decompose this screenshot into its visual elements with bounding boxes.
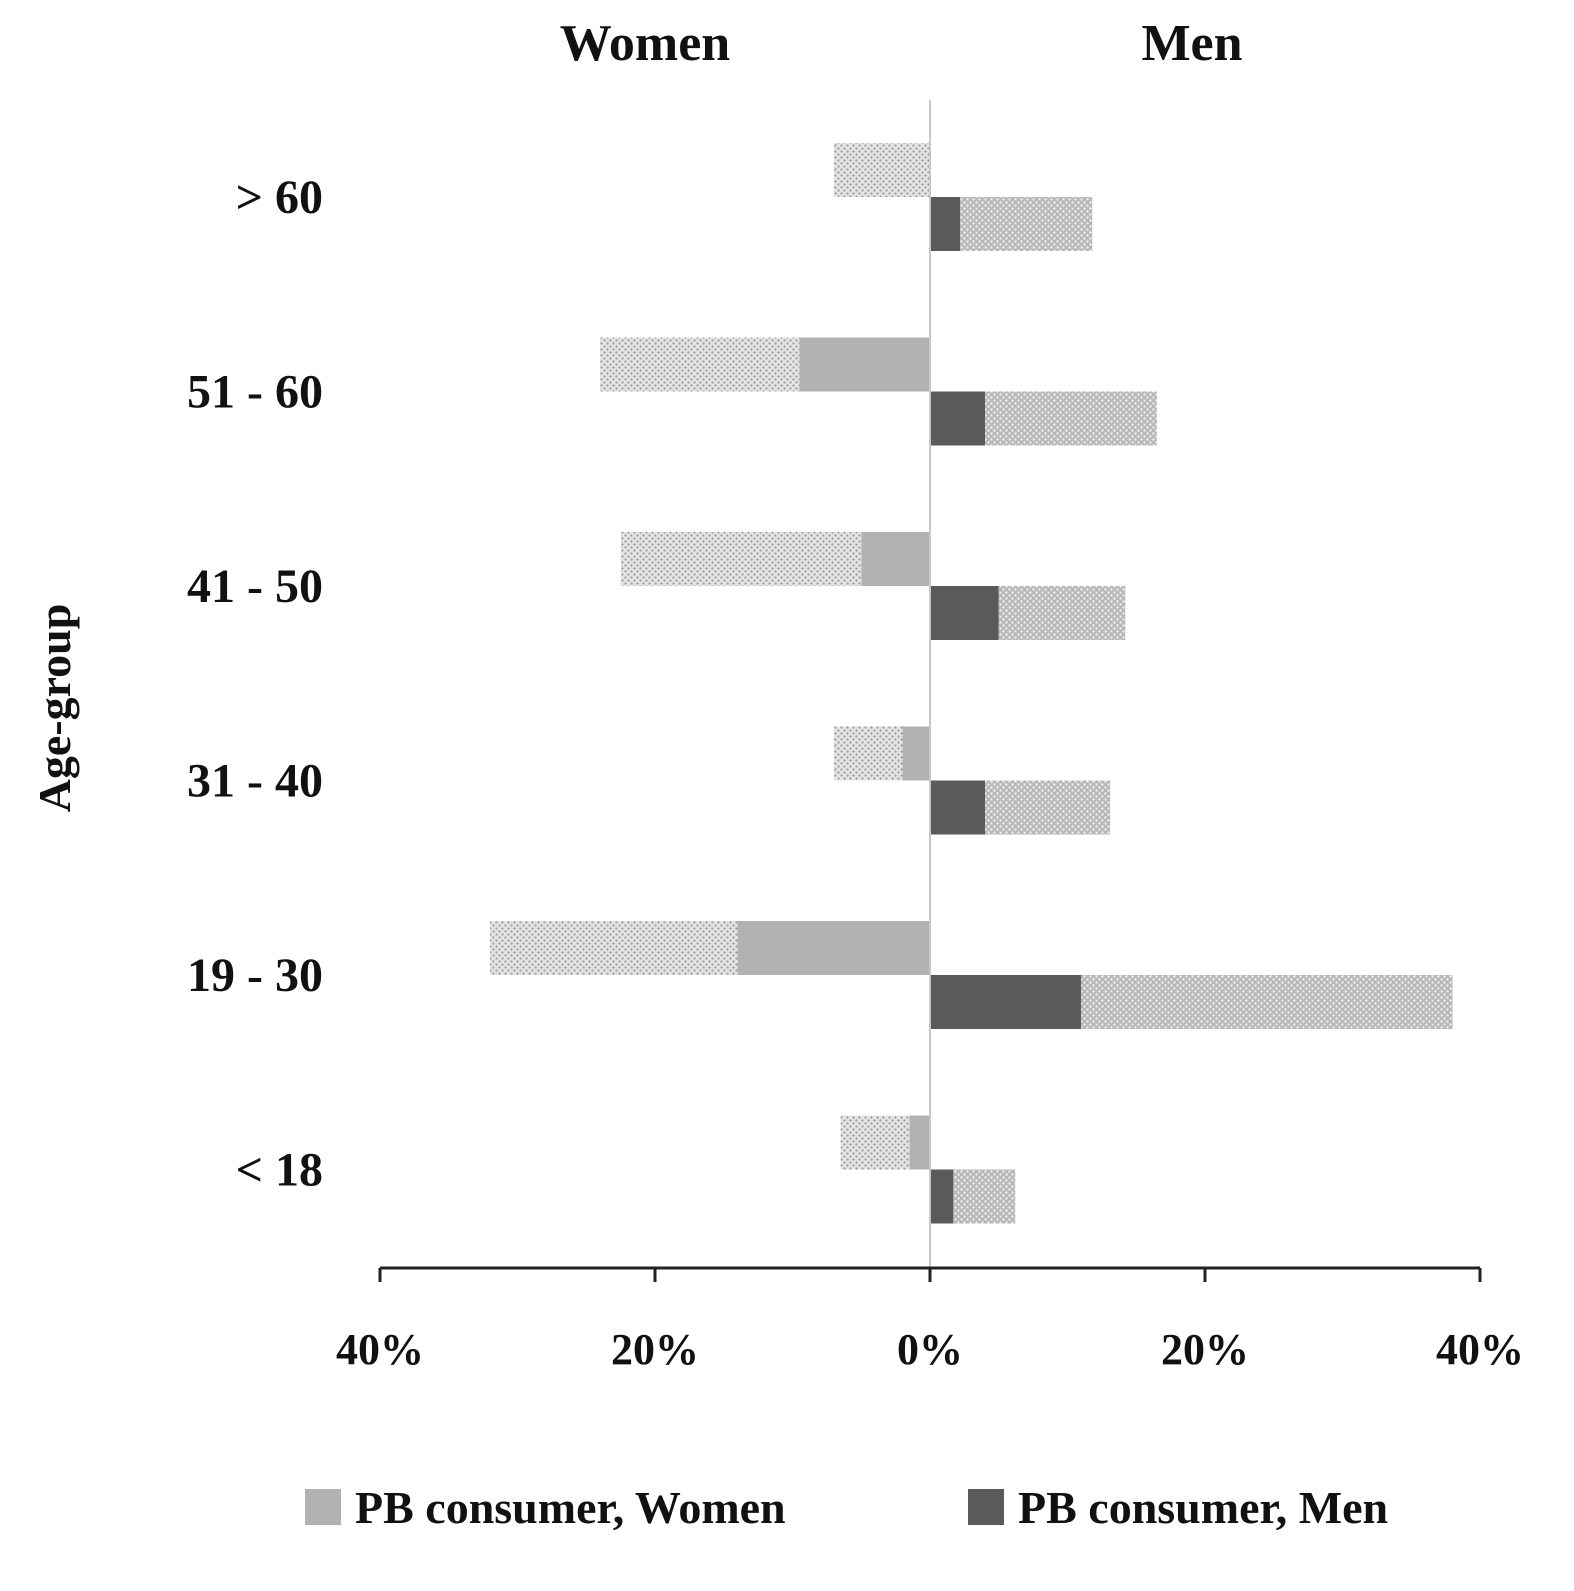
legend-swatch-women (305, 1489, 341, 1525)
x-tick-label: 0% (897, 1325, 963, 1374)
bar-women-consumer-18 (909, 1115, 930, 1170)
bars-group (490, 143, 1453, 1224)
category-label-31-40: 31 - 40 (187, 755, 323, 808)
legend: PB consumer, Women PB consumer, Men (305, 1482, 1388, 1533)
bar-men-other-19-30 (1081, 975, 1453, 1029)
legend-label-men: PB consumer, Men (1018, 1482, 1388, 1533)
bar-women-consumer-51-60 (799, 337, 930, 392)
bar-men-other-51-60 (985, 391, 1157, 446)
x-tick-label: 40% (336, 1325, 424, 1374)
bar-men-other-18 (953, 1169, 1016, 1224)
women-side-title: Women (560, 15, 731, 72)
men-side-title: Men (1141, 15, 1242, 72)
bar-women-consumer-41-50 (861, 532, 930, 586)
bar-men-consumer-18 (930, 1169, 954, 1224)
legend-swatch-men (968, 1489, 1004, 1525)
bar-women-other-31-40 (833, 726, 903, 781)
x-tick-label: 40% (1436, 1325, 1524, 1374)
bar-women-other-19-30 (490, 921, 738, 975)
category-label-60: > 60 (236, 171, 323, 224)
y-axis-label: Age-group (29, 604, 80, 813)
category-label-51-60: 51 - 60 (187, 366, 323, 419)
bar-men-other-31-40 (985, 780, 1111, 835)
bar-men-other-60 (960, 197, 1093, 251)
category-labels: > 60 51 - 60 41 - 50 31 - 40 19 - 30 < 18 (187, 171, 323, 1197)
bar-women-consumer-19-30 (737, 921, 930, 975)
x-axis-ticks: 40% 20% 0% 20% 40% (336, 1268, 1524, 1374)
category-label-41-50: 41 - 50 (187, 560, 323, 613)
bar-men-consumer-41-50 (930, 586, 999, 640)
bar-women-other-51-60 (600, 337, 800, 392)
bar-men-consumer-31-40 (930, 780, 985, 835)
category-label-19-30: 19 - 30 (187, 949, 323, 1002)
bar-women-other-41-50 (620, 532, 862, 586)
bar-women-consumer-31-40 (902, 726, 930, 781)
bar-women-other-60 (833, 143, 930, 197)
bar-men-consumer-51-60 (930, 391, 985, 446)
category-label-18: < 18 (236, 1144, 323, 1197)
bar-men-consumer-19-30 (930, 975, 1082, 1029)
bar-women-other-18 (840, 1115, 910, 1170)
legend-label-women: PB consumer, Women (355, 1482, 786, 1533)
bar-men-other-41-50 (998, 586, 1126, 640)
bar-men-consumer-60 (930, 197, 961, 251)
x-tick-label: 20% (1161, 1325, 1249, 1374)
x-tick-label: 20% (611, 1325, 699, 1374)
